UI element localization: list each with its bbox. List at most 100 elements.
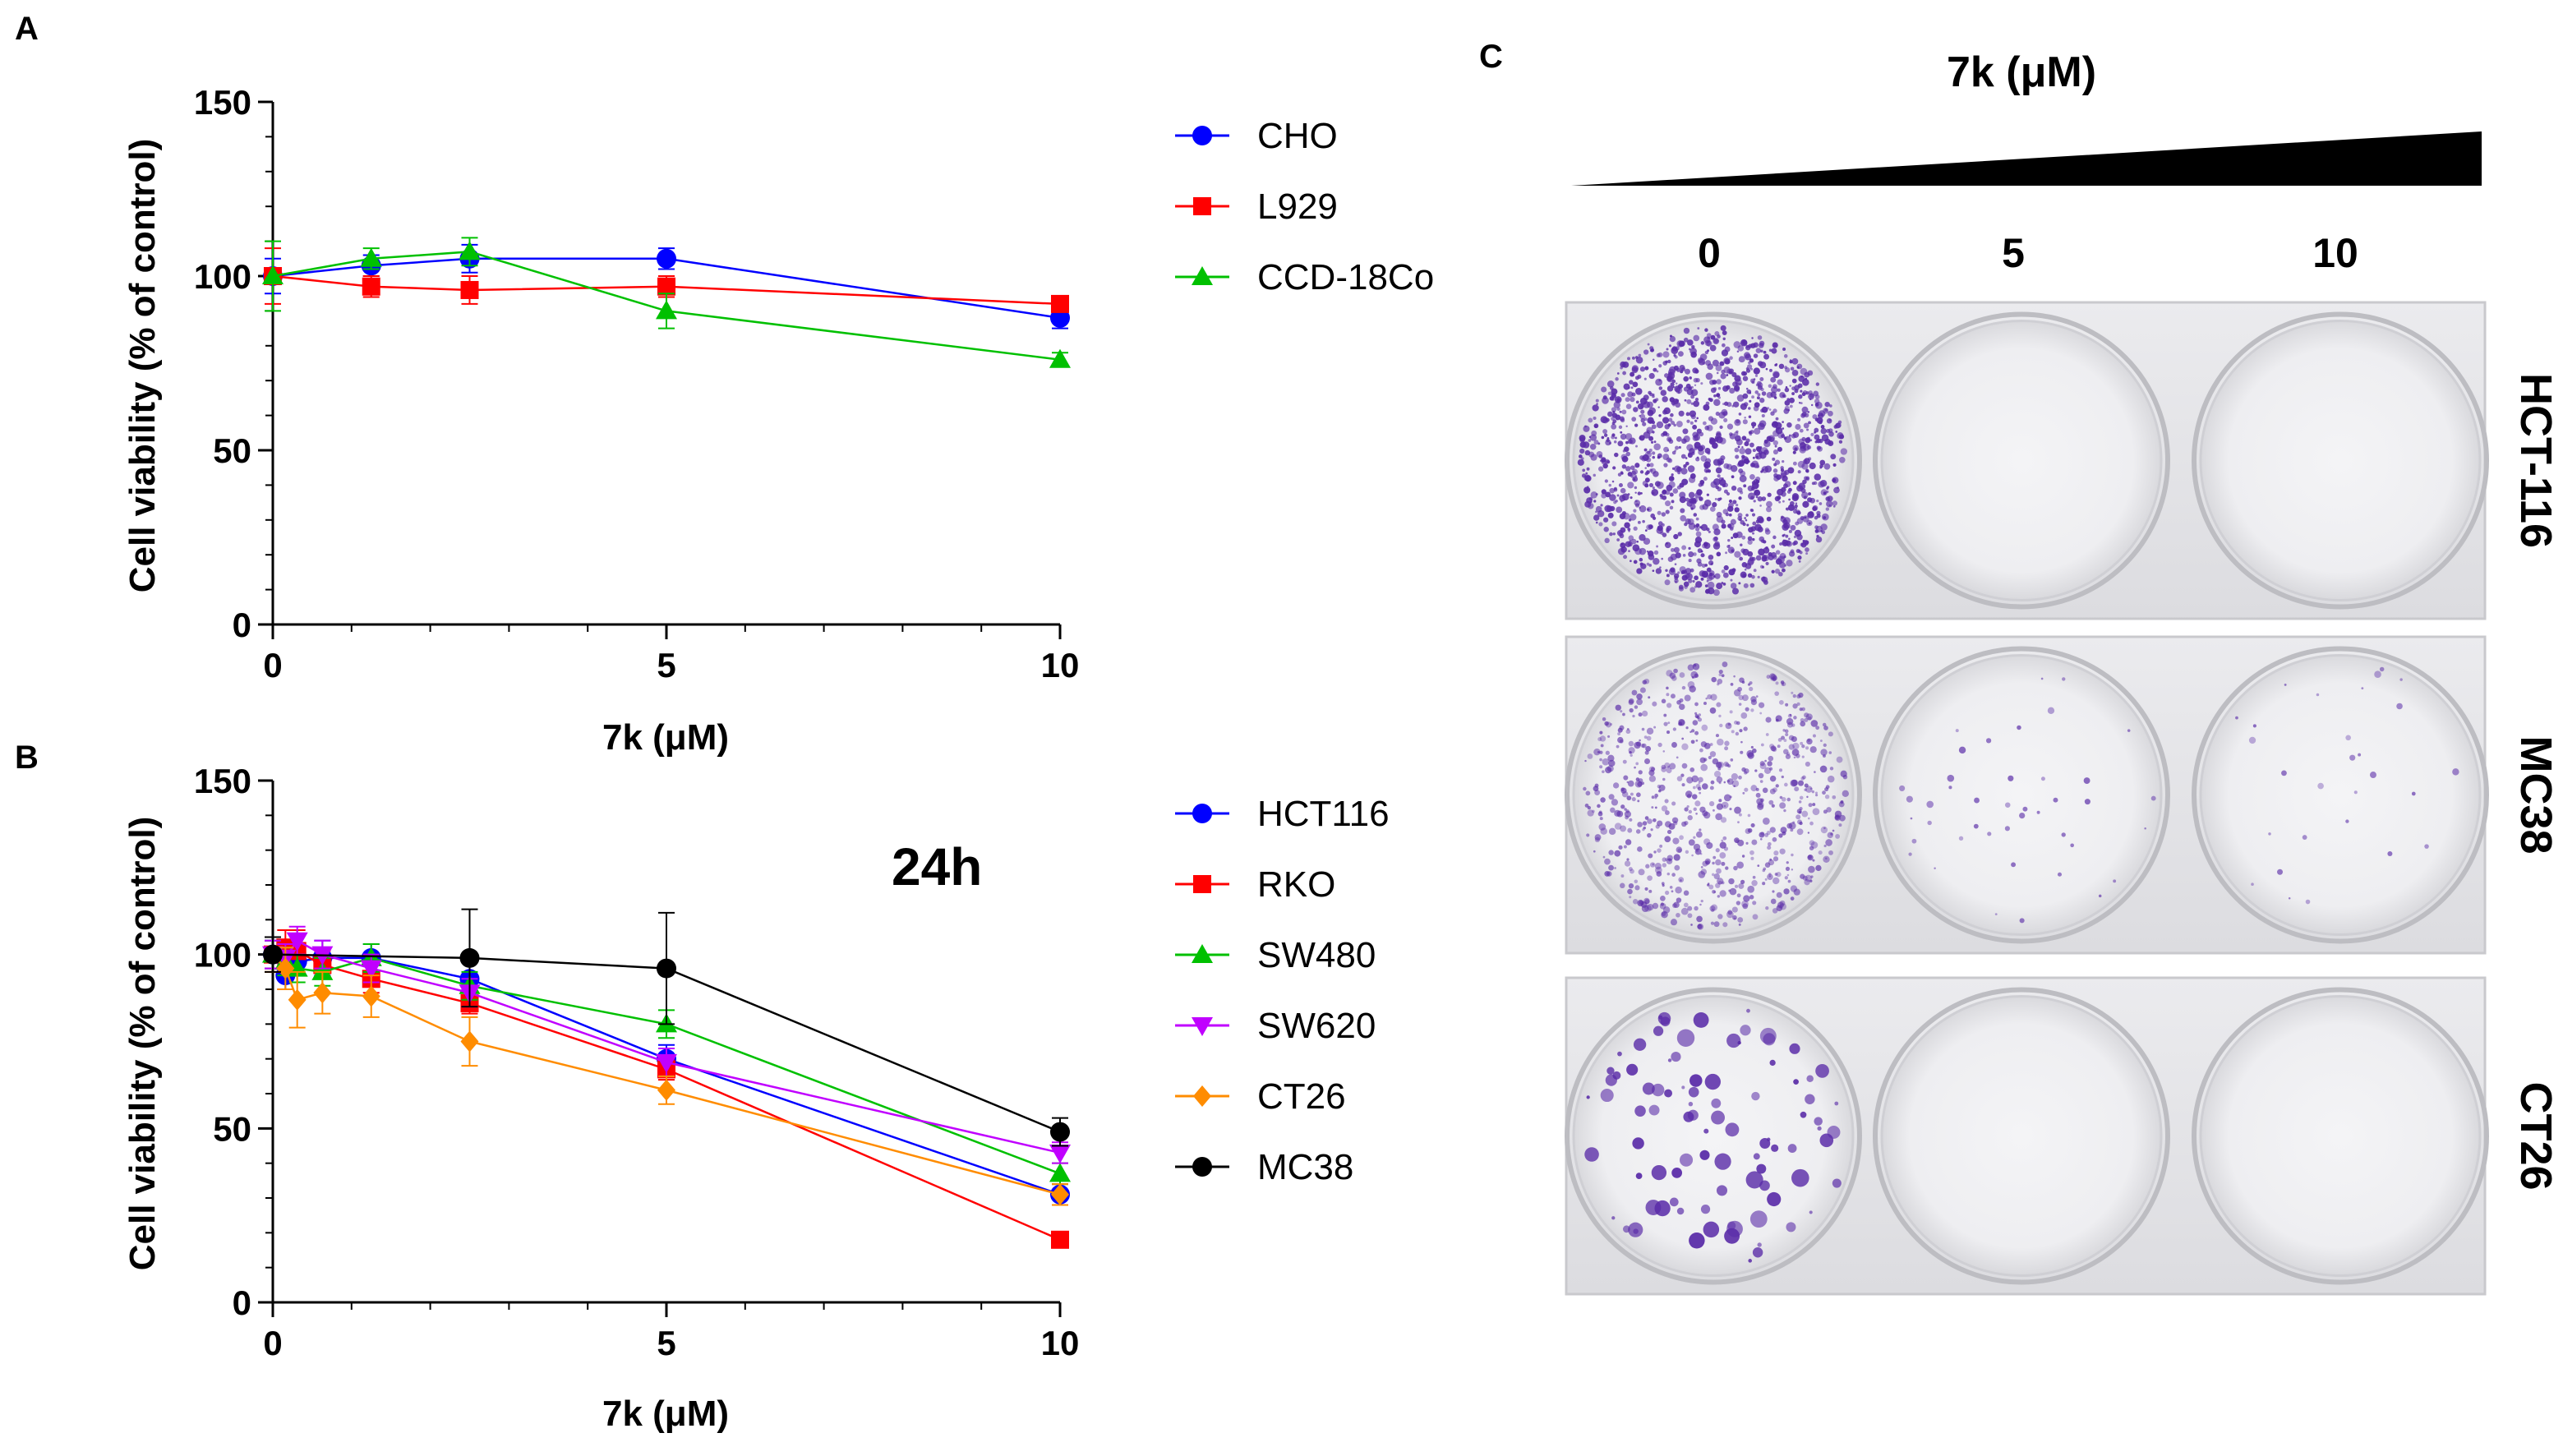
colony — [1651, 806, 1654, 809]
colony — [1789, 397, 1795, 403]
colony — [1694, 712, 1698, 715]
colony — [1795, 423, 1801, 431]
colony — [1788, 822, 1796, 830]
colony — [1733, 675, 1736, 678]
colony — [1730, 583, 1737, 589]
colony — [1713, 528, 1721, 536]
colony — [1657, 453, 1662, 458]
colony — [1783, 354, 1788, 358]
colony — [1828, 850, 1833, 855]
colony — [1645, 864, 1650, 869]
colony — [1685, 790, 1693, 798]
colony — [1685, 368, 1690, 375]
colony — [1666, 484, 1673, 491]
colony — [1743, 771, 1748, 775]
colony — [1639, 470, 1644, 474]
colony — [1755, 787, 1759, 791]
colony — [1760, 470, 1763, 473]
colony — [1731, 906, 1738, 913]
colony — [1746, 1008, 1750, 1013]
colony — [1639, 534, 1646, 541]
colony — [1598, 522, 1603, 527]
colony — [1652, 701, 1657, 707]
colony — [1715, 859, 1722, 866]
concentration-gradient-wedge — [1571, 131, 2482, 186]
colony — [2353, 790, 2358, 795]
colony — [1594, 834, 1602, 841]
colony — [1759, 761, 1765, 767]
colony — [1733, 385, 1740, 392]
colony — [1666, 855, 1673, 861]
colony — [1598, 810, 1602, 814]
colony — [1675, 402, 1681, 408]
colony — [1725, 512, 1730, 517]
colony — [1693, 334, 1700, 342]
colony — [1737, 486, 1743, 493]
chart-a-point-ccd-18co — [1049, 348, 1071, 368]
colony — [1699, 748, 1703, 753]
colony — [1639, 557, 1643, 562]
colony — [1671, 890, 1674, 893]
colony — [1689, 376, 1692, 380]
colony — [1802, 500, 1809, 508]
colony — [1719, 361, 1725, 366]
colony — [1669, 366, 1676, 374]
colony — [2358, 753, 2362, 757]
colony — [1759, 446, 1763, 449]
well-mc38-2 — [2199, 654, 2482, 936]
colony — [1596, 403, 1598, 405]
colony — [1607, 512, 1614, 518]
colony — [1723, 489, 1728, 494]
colony — [1958, 836, 1964, 841]
colony — [1710, 693, 1717, 701]
colony — [1646, 457, 1652, 463]
chart-b-ytick-label: 50 — [213, 1109, 251, 1148]
chart-b-legend-marker-ct26 — [1193, 1085, 1211, 1107]
colony — [1699, 526, 1702, 529]
colony — [1759, 451, 1767, 459]
colony — [1818, 850, 1823, 855]
colony — [1743, 484, 1747, 488]
chart-b-ytick-label: 100 — [194, 936, 251, 975]
colony — [1738, 468, 1744, 474]
colony — [1635, 445, 1638, 448]
colony — [1776, 892, 1782, 898]
colony — [1718, 714, 1722, 718]
colony — [1629, 514, 1637, 521]
colony — [1769, 827, 1776, 833]
colony — [1634, 387, 1643, 395]
colony — [1800, 412, 1806, 418]
colony — [1588, 435, 1592, 439]
colony — [2062, 677, 2066, 681]
colony — [1701, 783, 1708, 790]
colony — [1745, 827, 1751, 834]
colony — [1703, 572, 1708, 578]
colony — [1823, 844, 1827, 848]
colony — [1643, 678, 1650, 684]
colony — [2083, 777, 2091, 785]
colony — [1630, 465, 1635, 470]
colony — [1816, 534, 1819, 538]
colony — [1584, 425, 1587, 428]
colony — [1797, 470, 1801, 474]
colony — [1644, 758, 1651, 764]
colony — [1611, 521, 1617, 527]
colony — [1814, 791, 1818, 795]
colony — [1818, 414, 1820, 417]
colony — [1627, 357, 1630, 361]
colony — [1754, 463, 1759, 469]
chart-b-point-rko — [1051, 1230, 1069, 1249]
colony — [1664, 821, 1671, 828]
chart-b-point-sw620 — [1049, 1144, 1071, 1163]
chart-b-xlabel: 7k (μM) — [602, 1394, 729, 1434]
colony — [1601, 489, 1606, 495]
colony — [1823, 809, 1828, 814]
colony — [1606, 438, 1610, 443]
colony — [1676, 421, 1683, 427]
colony — [1654, 481, 1661, 487]
colony — [1605, 750, 1610, 755]
colony — [1727, 538, 1731, 542]
colony — [1810, 403, 1814, 407]
colony — [1676, 466, 1682, 472]
